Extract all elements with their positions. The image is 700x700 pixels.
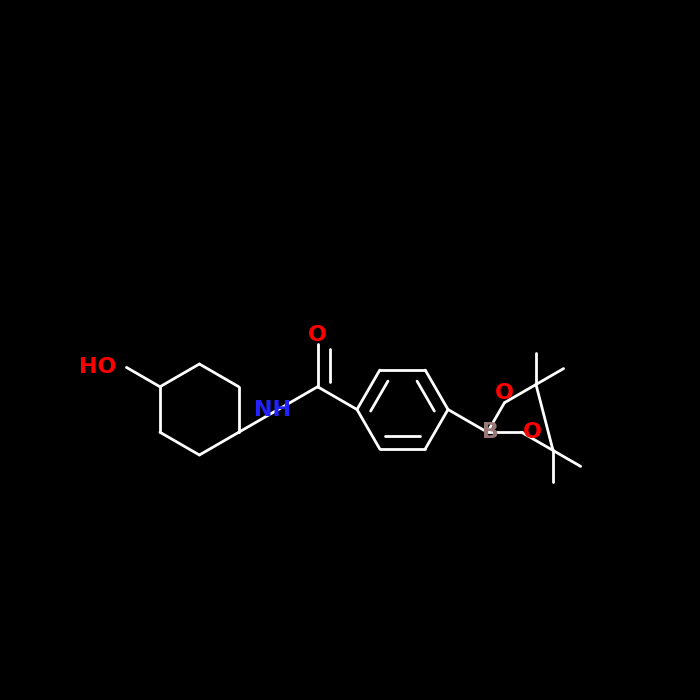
Text: B: B (482, 422, 499, 442)
Text: NH: NH (254, 400, 291, 419)
Text: O: O (308, 325, 327, 345)
Text: O: O (495, 383, 514, 403)
Text: HO: HO (79, 358, 117, 377)
Text: O: O (523, 422, 542, 442)
